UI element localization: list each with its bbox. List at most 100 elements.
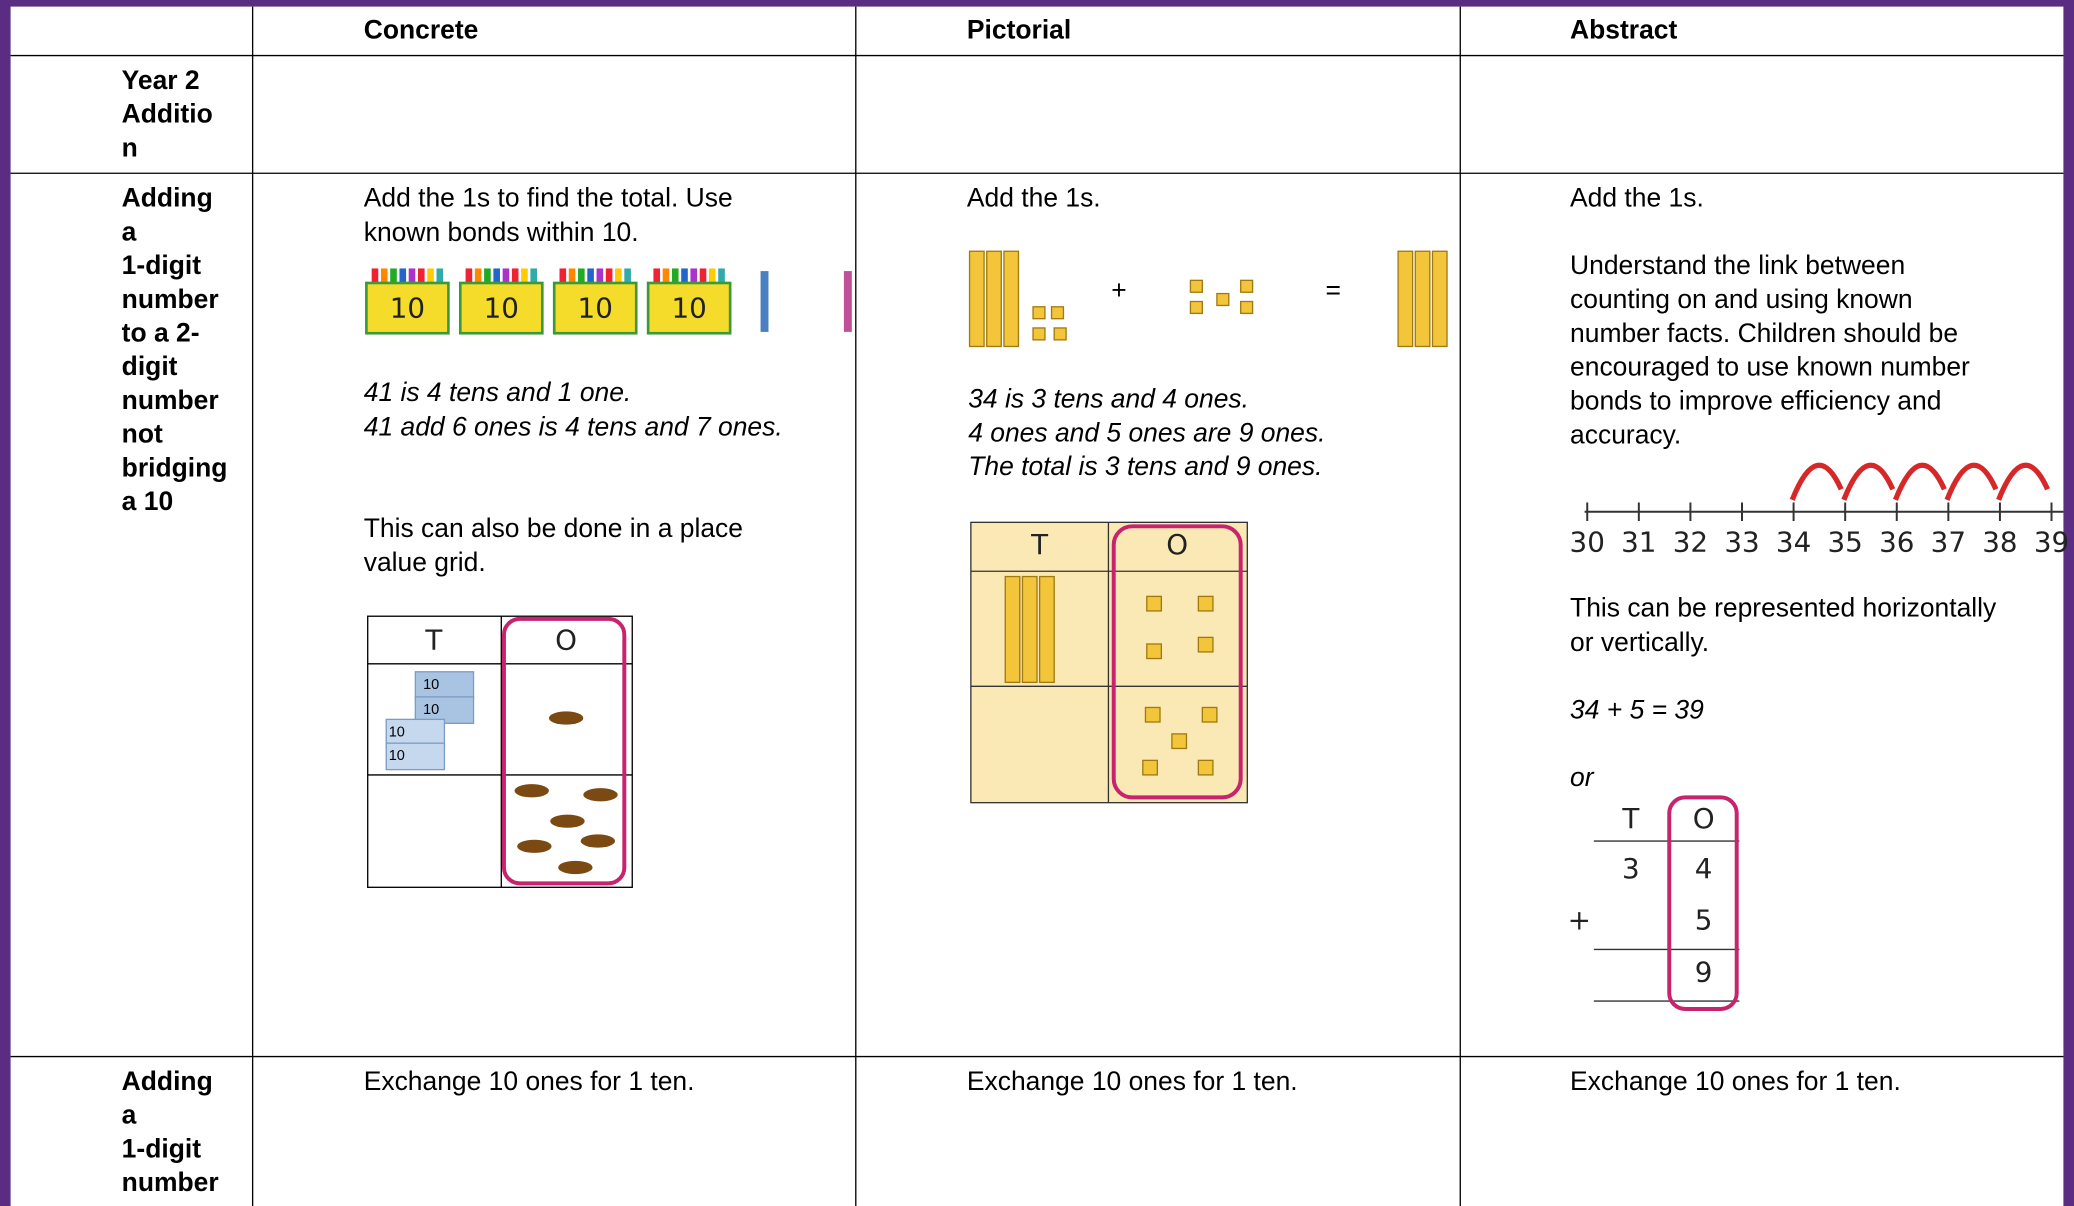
grid-header: O [1166,528,1188,561]
crayon [718,268,725,287]
row-label: number [122,284,219,314]
crayon [521,268,528,287]
equation: 34 + 5 = 39 [1570,694,1704,724]
number-line-label: 32 [1673,525,1708,558]
digit: 3 [1622,852,1640,885]
concrete-place-value-grid [367,615,633,888]
row-label: 1-digit [122,250,202,280]
crayon [653,268,661,287]
row-label: digit [122,351,178,381]
cell-text: Add the 1s. [967,183,1101,213]
crayon [578,268,585,287]
cell-text: Add the 1s. [1570,183,1704,213]
crayon [624,268,631,287]
crayon [417,268,425,287]
cell-text: 4 ones and 5 ones are 9 ones. [968,417,1325,447]
crayon [690,268,698,287]
number-line-label: 37 [1931,525,1966,558]
crayon [408,268,416,287]
crayon-box [365,281,450,335]
column-header: Abstract [1570,15,1677,45]
column-header: Concrete [364,15,479,45]
row-label: Year 2 [122,65,200,95]
column-header-digit: O [1693,802,1715,835]
tens-label: 10 [389,748,405,764]
row-label: bridging [122,452,228,482]
crayon [436,268,444,287]
number-line-label: 31 [1621,525,1656,558]
crayon [699,268,707,287]
crayon-box-label: 10 [578,291,613,324]
number-line-label: 34 [1776,525,1811,558]
number-line-label: 38 [1982,525,2017,558]
tens-label: 10 [389,724,405,740]
crayon [399,268,407,287]
row-label: Additio [122,99,213,129]
cell-text: Understand the link between [1570,250,1905,280]
row-label: a 10 [122,486,173,516]
row-label: Adding [122,1066,213,1096]
crayon [380,268,388,287]
crayon [427,268,434,287]
cell-text: 34 is 3 tens and 4 ones. [968,384,1249,414]
row-label: number [122,1167,219,1197]
crayon [605,268,613,287]
row-label: number [122,385,219,415]
cell-text: Add the 1s to find the total. Use [364,183,733,213]
operator: + [1111,275,1126,305]
cell-text: counting on and using known [1570,284,1913,314]
cell-text: 41 is 4 tens and 1 one. [364,377,632,407]
crayon-box-label: 10 [484,291,519,324]
crayon [596,268,604,287]
crayon-box-label: 10 [390,291,425,324]
crayon-box-label: 10 [671,291,706,324]
crayon [568,268,576,287]
row-label: a [122,1100,137,1130]
cell-text: or vertically. [1570,627,1709,657]
crayon [530,268,538,287]
digit: 9 [1695,955,1713,988]
crayon [559,268,567,287]
crayon [708,268,716,287]
column-header: Pictorial [967,15,1071,45]
column-header-digit: T [1621,802,1640,835]
table-grid [10,6,2064,1206]
number-line-label: 39 [2034,525,2069,558]
crayon [681,268,688,287]
cell-text: This can be represented horizontally [1570,593,1997,623]
row-label: Adding [122,183,213,213]
crayon [511,268,519,287]
crayon [615,268,622,287]
base-ten-equation [968,250,1448,348]
cell-text: 41 add 6 ones is 4 tens and 7 ones. [364,411,783,441]
cell-text: This can also be done in a place [364,513,743,543]
cell-text: value grid. [364,547,486,577]
pictorial-place-value-grid [970,521,1248,804]
crayon [662,268,670,287]
column-method [1593,795,1740,1011]
cell-text: bonds to improve efficiency and [1570,386,1941,416]
crayon-box [552,281,638,335]
crayon [484,268,491,287]
crayon-box [458,281,544,335]
cell-text: Exchange 10 ones for 1 ten. [364,1066,695,1096]
crayon [587,268,594,287]
cell-text: or [1570,762,1595,792]
crayon-box [646,281,732,335]
cell-text: known bonds within 10. [364,217,639,247]
row-label: 1-digit [122,1133,202,1163]
row-label: n [122,132,138,162]
cell-text: number facts. Children should be [1570,318,1958,348]
tens-label: 10 [423,677,439,693]
digit: 4 [1695,852,1713,885]
crayon [390,268,397,287]
number-line-label: 36 [1879,525,1914,558]
grid-header: T [424,623,443,656]
grid-header: T [1030,528,1049,561]
operator: + [1568,904,1591,937]
cell-text: The total is 3 tens and 9 ones. [968,451,1322,481]
operator: = [1326,275,1341,305]
cell-text: accuracy. [1570,419,1681,449]
